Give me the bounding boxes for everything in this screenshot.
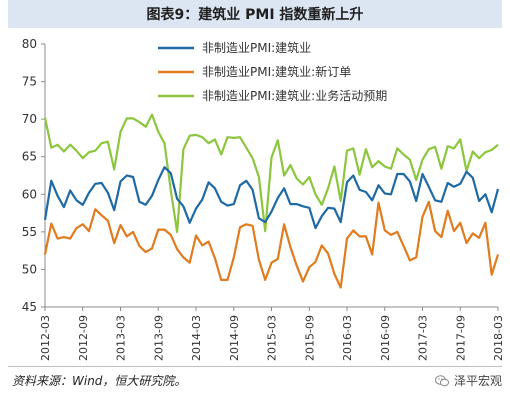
series-line-1 [43,200,500,289]
x-tick-label: 2013-09 [152,315,165,361]
x-tick-label: 2015-09 [303,315,316,361]
source-note: 资料来源：Wind，恒大研究院。 [12,374,187,388]
x-tick-label: 2018-03 [492,315,505,361]
x-tick-label: 2012-09 [77,315,90,361]
legend-label-1: 非制造业PMI:建筑业:新订单 [202,64,351,79]
y-tick-label: 75 [22,75,37,89]
legend-label-2: 非制造业PMI:建筑业:业务活动预期 [202,88,387,103]
x-tick-label: 2016-03 [341,315,354,361]
y-tick-label: 60 [22,187,37,201]
footer-divider [8,366,502,367]
watermark: 泽平宏观 [434,372,502,389]
series-line-0 [43,166,500,230]
x-tick-label: 2012-03 [39,315,52,361]
legend-label-0: 非制造业PMI:建筑业 [202,40,311,55]
x-tick-label: 2017-03 [417,315,430,361]
x-tick-label: 2013-03 [115,315,128,361]
x-tick-label: 2014-03 [190,315,203,361]
y-tick-label: 80 [22,37,37,51]
series-line-2 [43,113,499,233]
y-tick-label: 65 [22,150,37,164]
chart-title-bar: 图表9：建筑业 PMI 指数重新上升 [8,0,502,28]
wechat-icon [434,374,449,386]
watermark-label: 泽平宏观 [453,374,502,388]
legend: 非制造业PMI:建筑业非制造业PMI:建筑业:新订单非制造业PMI:建筑业:业务… [158,40,387,103]
y-tick-label: 45 [22,300,37,314]
x-tick-label: 2017-09 [454,315,467,361]
pmi-line-chart: 45 50 55 60 65 70 75 80 2012-03 2012-09 2013-03 201… [22,37,505,361]
x-tick-label: 2014-09 [228,315,241,361]
y-tick-label: 70 [22,112,37,126]
chart-title: 图表9：建筑业 PMI 指数重新上升 [146,7,364,23]
x-tick-label: 2015-03 [266,315,279,361]
y-tick-label: 50 [22,262,37,276]
y-tick-label: 55 [22,225,37,239]
series-layer [43,113,500,289]
x-tick-label: 2016-09 [379,315,392,361]
axes: 45 50 55 60 65 70 75 80 2012-03 2012-09 2013-03 201… [22,37,505,361]
